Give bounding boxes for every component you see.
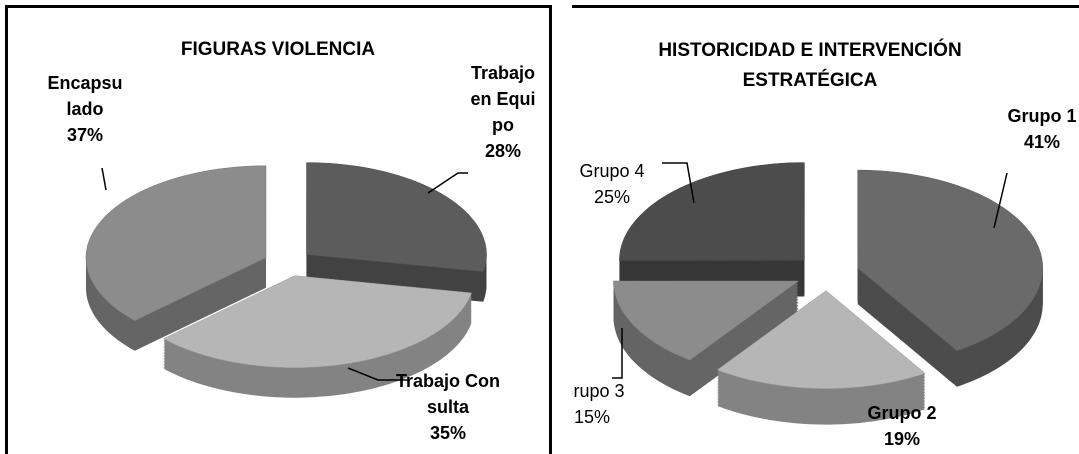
leader-line <box>101 167 107 191</box>
leaders <box>101 167 468 381</box>
data-label: Grupo 3 15% <box>572 378 632 430</box>
category-label: Grupo 1 <box>1007 106 1077 126</box>
slice <box>619 162 805 261</box>
value-label: 25% <box>593 187 631 207</box>
data-label: Grupo 4 25% <box>572 158 652 210</box>
chart-title: HISTORICIDAD E INTERVENCIÓN ESTRATÉGICA <box>658 40 962 91</box>
slice <box>716 290 926 389</box>
chart-panel: HISTORICIDAD E INTERVENCIÓN ESTRATÉGICA … <box>572 5 1079 454</box>
slice <box>162 275 472 368</box>
leader-line <box>427 172 468 194</box>
value-label: 28% <box>484 141 522 161</box>
category-label: Grupo 3 <box>572 381 625 401</box>
pie-chart <box>612 162 1043 425</box>
data-label: Grupo 2 19% <box>852 400 952 452</box>
slices <box>613 162 1043 425</box>
leaders <box>612 162 1008 379</box>
slice <box>613 280 800 361</box>
category-label: Encapsulado <box>47 73 123 119</box>
slices <box>85 162 487 398</box>
leader-line <box>612 328 623 379</box>
chart-title: FIGURAS VIOLENCIA <box>180 39 376 60</box>
value-label: 41% <box>1023 132 1061 152</box>
pie-chart <box>85 162 487 398</box>
category-label: Grupo 2 <box>867 403 937 423</box>
value-label: 35% <box>429 423 467 443</box>
leader-line <box>993 172 1008 229</box>
chart-panel: FIGURAS VIOLENCIA Trabajo en Equipo 28% Tr… <box>5 5 552 454</box>
data-label: Encapsulado 37% <box>45 70 125 148</box>
data-label: Trabajo Consulta 35% <box>393 368 503 446</box>
leader-line <box>347 367 408 381</box>
category-label: Grupo 4 <box>579 161 645 181</box>
data-label: Trabajo en Equipo 28% <box>468 60 538 164</box>
slice <box>306 162 487 273</box>
leader-line <box>662 162 695 204</box>
value-label: 19% <box>883 429 921 449</box>
slice <box>85 165 267 321</box>
value-label: 15% <box>573 407 611 427</box>
value-label: 37% <box>66 125 104 145</box>
category-label: Trabajo en Equipo <box>470 63 536 135</box>
data-label: Grupo 1 41% <box>997 103 1079 155</box>
category-label: Trabajo Consulta <box>395 371 500 417</box>
